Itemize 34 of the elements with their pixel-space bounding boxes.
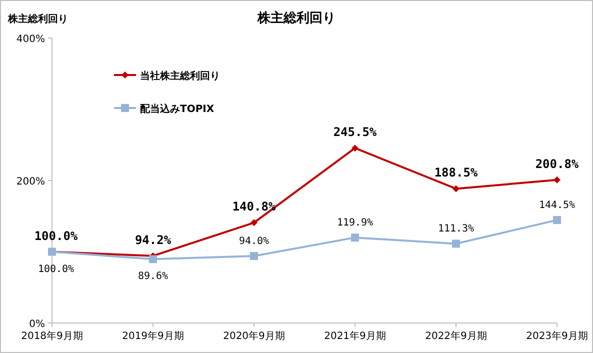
data-label: 111.3% [438, 224, 474, 235]
point [553, 216, 561, 224]
point [352, 144, 358, 152]
x-tick-label: 2018年9月期 [21, 330, 83, 342]
data-label: 140.8% [232, 200, 276, 214]
y-tick-label: 200% [16, 176, 45, 188]
point [149, 255, 157, 264]
y-tick-label: 400% [16, 34, 45, 45]
data-label: 100.0% [34, 228, 78, 243]
data-label: 144.5% [538, 200, 576, 212]
data-label: 200.8% [535, 156, 580, 171]
x-tick-label: 2021年9月期 [324, 330, 386, 342]
data-label: 245.5% [333, 125, 378, 140]
x-tick-label: 2022年9月期 [425, 330, 487, 342]
data-label: 94.0% [238, 236, 270, 248]
chart-title: 株主総利回り [256, 10, 336, 26]
point [554, 176, 560, 184]
point [250, 219, 258, 226]
y-tick-label: 0% [29, 319, 45, 330]
data-label: 119.9% [336, 218, 374, 229]
legend-label: 配当込みTOPIX [140, 103, 214, 115]
y-axis-title: 株主総利回り [7, 13, 68, 25]
data-label: 89.6% [138, 271, 168, 282]
data-label: 100.0% [38, 264, 74, 275]
x-tick-label: 2020年9月期 [223, 330, 285, 342]
point [250, 252, 258, 260]
legend-label: 当社株主総利回り [140, 70, 220, 82]
x-tick-label: 2019年9月期 [122, 330, 184, 342]
x-tick-label: 2023年9月期 [526, 330, 588, 342]
point [452, 240, 460, 248]
data-label: 188.5% [434, 166, 478, 180]
data-label: 94.2% [134, 232, 172, 247]
point [452, 185, 460, 192]
point [351, 234, 359, 242]
